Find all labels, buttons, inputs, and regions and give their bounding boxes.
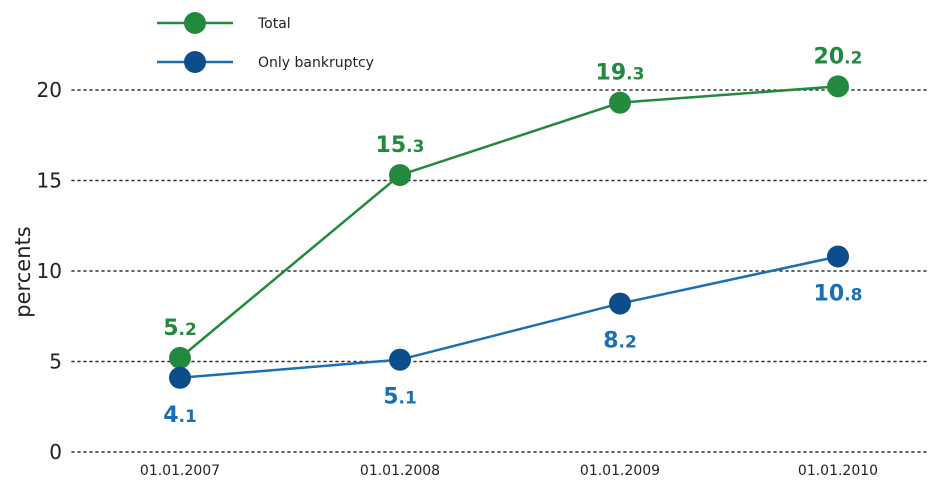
legend: Total Only bankruptcy xyxy=(157,12,374,73)
data-label: 4.1 xyxy=(163,403,197,428)
y-axis: 0 5 10 15 20 xyxy=(37,78,62,464)
x-axis: 01.01.2007 01.01.2008 01.01.2009 01.01.2010 xyxy=(140,463,878,479)
data-point xyxy=(169,346,191,369)
series xyxy=(169,75,849,389)
y-tick-label: 15 xyxy=(37,169,62,193)
legend-label: Only bankruptcy xyxy=(258,55,374,71)
y-tick-label: 5 xyxy=(49,350,62,374)
data-labels: 5.2 15.3 19.3 20.2 4.1 5.1 8.2 10.8 xyxy=(163,44,862,427)
legend-marker xyxy=(184,51,206,73)
data-point xyxy=(389,348,411,371)
x-tick-label: 01.01.2010 xyxy=(798,463,878,479)
data-label: 15.3 xyxy=(376,133,425,158)
data-label: 5.2 xyxy=(163,316,197,341)
grid xyxy=(71,89,929,453)
data-point xyxy=(827,75,849,98)
x-tick-label: 01.01.2008 xyxy=(360,463,440,479)
data-point xyxy=(389,164,411,187)
data-label: 8.2 xyxy=(603,329,637,354)
data-label: 20.2 xyxy=(814,44,863,69)
data-label: 5.1 xyxy=(383,385,417,410)
legend-marker xyxy=(184,12,206,34)
data-label: 19.3 xyxy=(596,61,645,86)
data-label: 10.8 xyxy=(814,282,863,307)
y-tick-label: 0 xyxy=(49,440,62,464)
series-line-only-bankruptcy xyxy=(179,255,839,380)
data-point xyxy=(609,292,631,315)
series-line-total xyxy=(179,85,839,359)
y-tick-label: 10 xyxy=(37,259,62,283)
y-tick-label: 20 xyxy=(37,78,62,102)
data-point xyxy=(609,91,631,114)
legend-label: Total xyxy=(257,16,291,32)
data-point xyxy=(169,366,191,389)
data-point xyxy=(827,245,849,268)
y-axis-label: percents xyxy=(11,226,35,317)
x-tick-label: 01.01.2009 xyxy=(580,463,660,479)
x-tick-label: 01.01.2007 xyxy=(140,463,220,479)
